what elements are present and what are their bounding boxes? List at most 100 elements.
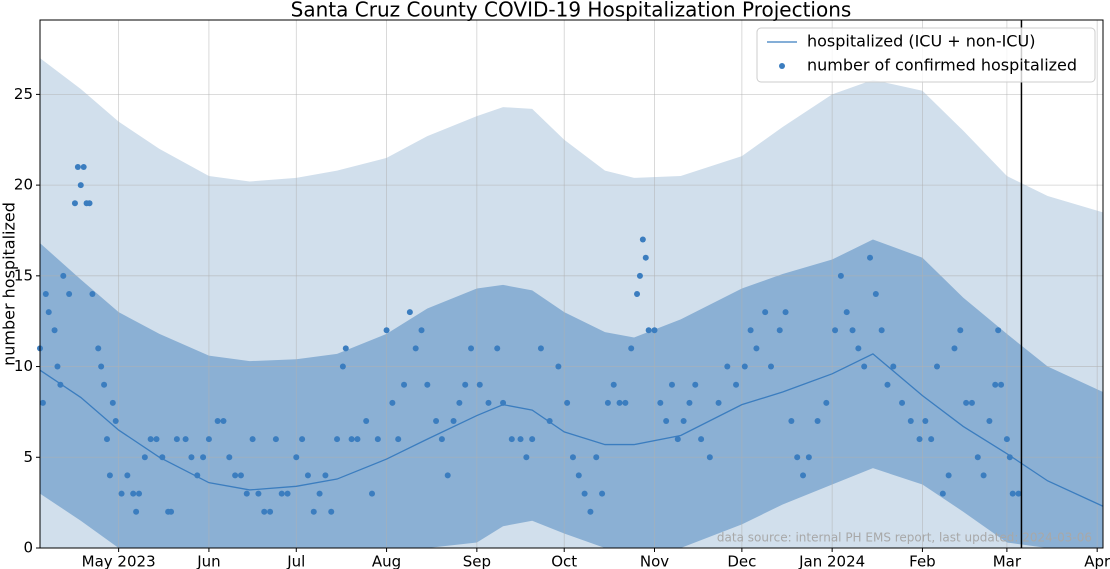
data-point — [278, 490, 285, 497]
data-point — [916, 436, 923, 443]
data-point — [884, 381, 891, 388]
x-tick-label: Aug — [372, 553, 401, 569]
data-point — [112, 417, 119, 424]
data-point — [348, 436, 355, 443]
data-point — [462, 381, 469, 388]
data-point — [71, 200, 78, 207]
data-point — [951, 345, 958, 352]
x-tick-label: Oct — [551, 553, 577, 569]
data-point — [933, 363, 940, 370]
y-tick-label: 10 — [14, 357, 33, 375]
data-point — [205, 436, 212, 443]
data-point — [194, 472, 201, 479]
data-point — [794, 454, 801, 461]
data-point — [485, 399, 492, 406]
data-point — [101, 381, 108, 388]
data-point — [130, 490, 137, 497]
y-tick-label: 25 — [14, 85, 33, 103]
data-point — [51, 327, 58, 334]
data-point — [837, 272, 844, 279]
data-point — [980, 472, 987, 479]
data-point — [823, 399, 830, 406]
data-point — [293, 454, 300, 461]
data-point — [159, 454, 166, 461]
y-axis-label: number hospitalized — [0, 202, 19, 366]
data-point — [878, 327, 885, 334]
annotation: data source: internal PH EMS report, las… — [717, 531, 1092, 545]
data-point — [401, 381, 408, 388]
data-point — [182, 436, 189, 443]
legend-label: hospitalized (ICU + non-ICU) — [807, 32, 1035, 51]
data-point — [523, 454, 530, 461]
data-point — [645, 327, 652, 334]
data-point — [575, 472, 582, 479]
data-point — [334, 436, 341, 443]
data-point — [928, 436, 935, 443]
data-point — [974, 454, 981, 461]
data-point — [374, 436, 381, 443]
data-point — [383, 327, 390, 334]
data-point — [622, 399, 629, 406]
data-point — [698, 436, 705, 443]
data-point — [173, 436, 180, 443]
data-point — [57, 381, 64, 388]
data-point — [54, 363, 61, 370]
data-point — [800, 472, 807, 479]
data-point — [604, 399, 611, 406]
data-point — [232, 472, 239, 479]
data-point — [444, 472, 451, 479]
data-point — [395, 436, 402, 443]
data-point — [724, 363, 731, 370]
data-point — [1006, 454, 1013, 461]
data-point — [136, 490, 143, 497]
data-point — [237, 472, 244, 479]
data-point — [692, 381, 699, 388]
data-point — [762, 309, 769, 316]
x-tick-label: Jan 2024 — [798, 553, 865, 569]
x-tick-label: Apr — [1084, 553, 1110, 569]
data-point — [1015, 490, 1022, 497]
data-point — [564, 399, 571, 406]
data-point — [118, 490, 125, 497]
data-point — [747, 327, 754, 334]
data-point — [369, 490, 376, 497]
data-point — [782, 309, 789, 316]
data-point — [438, 436, 445, 443]
data-point — [986, 417, 993, 424]
data-point — [610, 381, 617, 388]
data-point — [249, 436, 256, 443]
y-tick-label: 0 — [23, 539, 33, 557]
data-point — [109, 399, 116, 406]
data-point — [468, 345, 475, 352]
data-point — [587, 508, 594, 515]
data-point — [310, 508, 317, 515]
data-point — [188, 454, 195, 461]
data-point — [537, 345, 544, 352]
y-tick-label: 20 — [14, 176, 33, 194]
data-point — [86, 200, 93, 207]
data-point — [546, 417, 553, 424]
data-point — [39, 399, 46, 406]
data-point — [299, 436, 306, 443]
data-point — [968, 399, 975, 406]
data-point — [342, 345, 349, 352]
data-point — [939, 490, 946, 497]
data-point — [500, 399, 507, 406]
data-point — [651, 327, 658, 334]
data-point — [494, 345, 501, 352]
data-point — [805, 454, 812, 461]
data-point — [141, 454, 148, 461]
data-point — [616, 399, 623, 406]
data-point — [316, 490, 323, 497]
data-point — [706, 454, 713, 461]
data-point — [890, 363, 897, 370]
data-point — [322, 472, 329, 479]
data-point — [741, 363, 748, 370]
data-point — [849, 327, 856, 334]
data-point — [42, 290, 49, 297]
data-point — [363, 417, 370, 424]
data-point — [508, 436, 515, 443]
data-point — [680, 417, 687, 424]
legend-box — [756, 27, 1096, 83]
data-point — [133, 508, 140, 515]
